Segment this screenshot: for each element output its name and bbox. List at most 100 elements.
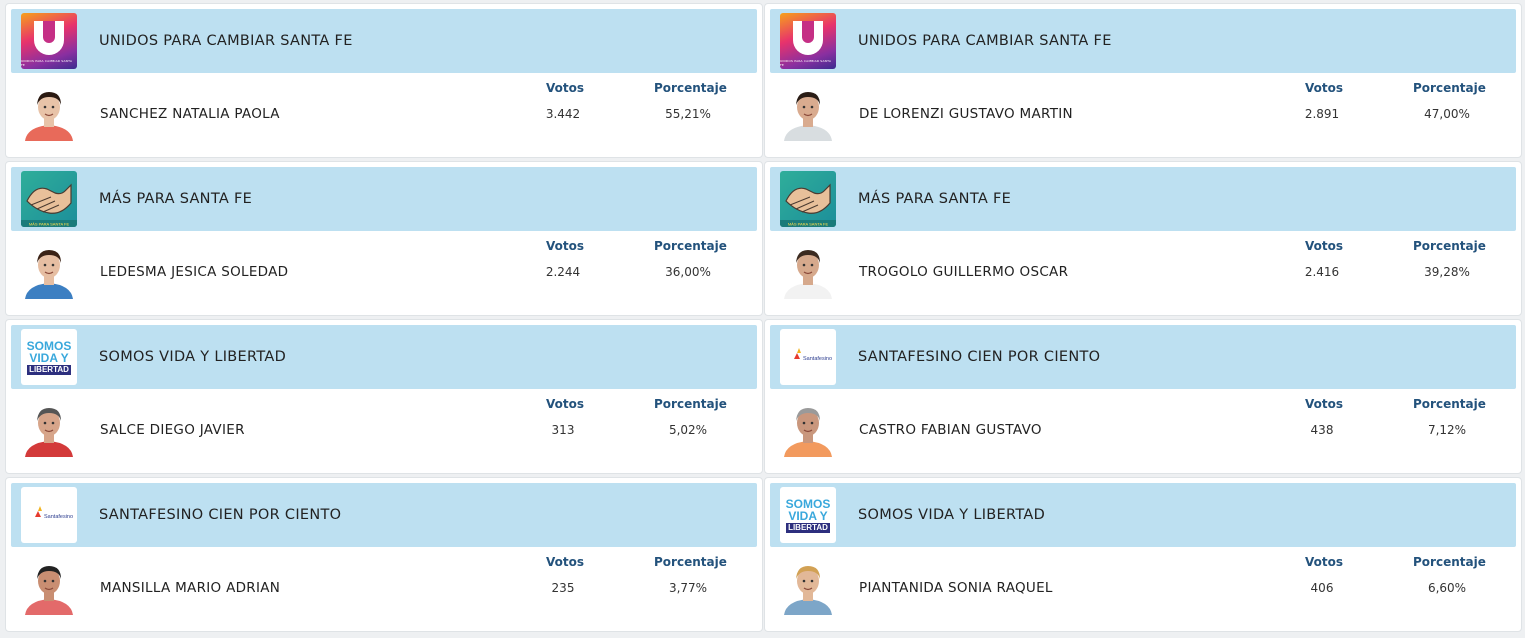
votos-label: Votos <box>1305 555 1343 569</box>
candidate-card: Santafesino SANTAFESINO CIEN POR CIENTO … <box>5 477 763 632</box>
person-photo-icon <box>21 559 77 615</box>
somos-vida-logo: SOMOS VIDA Y LIBERTAD <box>21 329 77 385</box>
u-letter-icon <box>34 21 64 55</box>
santafesino-icon: Santafesino <box>35 506 73 520</box>
candidate-card: MÁS PARA SANTA FE MÁS PARA SANTA FE LEDE… <box>5 161 763 316</box>
santafesino-logo: Santafesino <box>21 487 77 543</box>
party-name: SANTAFESINO CIEN POR CIENTO <box>99 507 342 523</box>
person-photo-icon <box>780 85 836 141</box>
svg-text:MÁS PARA SANTA FE: MÁS PARA SANTA FE <box>788 222 829 227</box>
votos-value: 2.891 <box>1304 107 1340 121</box>
candidate-card: MÁS PARA SANTA FE MÁS PARA SANTA FE TROG… <box>764 161 1522 316</box>
party-name: UNIDOS PARA CAMBIAR SANTA FE <box>858 33 1112 49</box>
party-header: MÁS PARA SANTA FE MÁS PARA SANTA FE <box>11 167 757 231</box>
porcentaje-value: 6,60% <box>1427 581 1467 595</box>
logo-line: VIDA Y <box>788 508 828 523</box>
candidate-photo <box>21 401 77 457</box>
porcentaje-label: Porcentaje <box>654 397 727 411</box>
candidate-name: TROGOLO GUILLERMO OSCAR <box>859 264 1069 280</box>
votos-value: 2.244 <box>545 265 581 279</box>
votos-label: Votos <box>546 397 584 411</box>
party-header: Santafesino SANTAFESINO CIEN POR CIENTO <box>770 325 1516 389</box>
candidate-card: UNIDOS PARA CAMBIAR SANTA FE UNIDOS PARA… <box>5 3 763 158</box>
votos-label: Votos <box>546 239 584 253</box>
logo-line: LIBERTAD <box>786 522 830 533</box>
candidate-name: SALCE DIEGO JAVIER <box>100 422 245 438</box>
svg-text:Santafesino: Santafesino <box>803 356 832 362</box>
candidate-row: LEDESMA JESICA SOLEDAD Votos Porcentaje … <box>11 231 757 311</box>
handshake-icon: MÁS PARA SANTA FE <box>780 183 836 227</box>
porcentaje-value: 47,00% <box>1424 107 1470 121</box>
person-photo-icon <box>21 85 77 141</box>
svg-text:MÁS PARA SANTA FE: MÁS PARA SANTA FE <box>29 222 70 227</box>
candidate-row: SALCE DIEGO JAVIER Votos Porcentaje 313 … <box>11 389 757 469</box>
u-letter-icon <box>793 21 823 55</box>
candidate-name: CASTRO FABIAN GUSTAVO <box>859 422 1042 438</box>
votos-value: 406 <box>1310 581 1334 595</box>
party-header: SOMOS VIDA Y LIBERTAD SOMOS VIDA Y LIBER… <box>11 325 757 389</box>
party-header: MÁS PARA SANTA FE MÁS PARA SANTA FE <box>770 167 1516 231</box>
candidate-row: TROGOLO GUILLERMO OSCAR Votos Porcentaje… <box>770 231 1516 311</box>
party-name: SANTAFESINO CIEN POR CIENTO <box>858 349 1101 365</box>
votos-value: 438 <box>1310 423 1334 437</box>
candidate-name: SANCHEZ NATALIA PAOLA <box>100 106 280 122</box>
votos-label: Votos <box>1305 397 1343 411</box>
candidate-name: PIANTANIDA SONIA RAQUEL <box>859 580 1053 596</box>
porcentaje-value: 36,00% <box>665 265 711 279</box>
porcentaje-label: Porcentaje <box>654 239 727 253</box>
party-name: SOMOS VIDA Y LIBERTAD <box>99 349 287 365</box>
results-column-right: UNIDOS PARA CAMBIAR SANTA FE UNIDOS PARA… <box>764 3 1522 635</box>
votos-value: 2.416 <box>1304 265 1340 279</box>
party-header: Santafesino SANTAFESINO CIEN POR CIENTO <box>11 483 757 547</box>
votos-label: Votos <box>1305 239 1343 253</box>
party-name: MÁS PARA SANTA FE <box>99 191 253 207</box>
person-photo-icon <box>21 243 77 299</box>
logo-line: SOMOS <box>26 338 72 353</box>
porcentaje-value: 39,28% <box>1424 265 1470 279</box>
unidos-logo: UNIDOS PARA CAMBIAR SANTA FE <box>21 13 77 69</box>
candidate-name: MANSILLA MARIO ADRIAN <box>100 580 281 596</box>
porcentaje-value: 55,21% <box>665 107 711 121</box>
candidate-card: SOMOS VIDA Y LIBERTAD SOMOS VIDA Y LIBER… <box>764 477 1522 632</box>
logo-line: SOMOS <box>785 496 831 511</box>
handshake-icon: MÁS PARA SANTA FE <box>21 183 77 227</box>
candidate-name: LEDESMA JESICA SOLEDAD <box>100 264 289 280</box>
svg-text:Santafesino: Santafesino <box>44 514 73 520</box>
candidate-row: SANCHEZ NATALIA PAOLA Votos Porcentaje 3… <box>11 73 757 153</box>
candidate-row: PIANTANIDA SONIA RAQUEL Votos Porcentaje… <box>770 547 1516 627</box>
party-header: UNIDOS PARA CAMBIAR SANTA FE UNIDOS PARA… <box>770 9 1516 73</box>
candidate-row: DE LORENZI GUSTAVO MARTIN Votos Porcenta… <box>770 73 1516 153</box>
candidate-card: Santafesino SANTAFESINO CIEN POR CIENTO … <box>764 319 1522 474</box>
porcentaje-label: Porcentaje <box>654 81 727 95</box>
party-name: SOMOS VIDA Y LIBERTAD <box>858 507 1046 523</box>
votos-value: 313 <box>551 423 575 437</box>
candidate-card: UNIDOS PARA CAMBIAR SANTA FE UNIDOS PARA… <box>764 3 1522 158</box>
votos-label: Votos <box>1305 81 1343 95</box>
results-column-left: UNIDOS PARA CAMBIAR SANTA FE UNIDOS PARA… <box>5 3 763 635</box>
candidate-photo <box>780 85 836 141</box>
handshake-logo: MÁS PARA SANTA FE <box>780 171 836 227</box>
votos-label: Votos <box>546 81 584 95</box>
person-photo-icon <box>780 243 836 299</box>
person-photo-icon <box>21 401 77 457</box>
person-photo-icon <box>780 401 836 457</box>
party-header: SOMOS VIDA Y LIBERTAD SOMOS VIDA Y LIBER… <box>770 483 1516 547</box>
candidate-card: SOMOS VIDA Y LIBERTAD SOMOS VIDA Y LIBER… <box>5 319 763 474</box>
porcentaje-label: Porcentaje <box>1413 239 1486 253</box>
candidate-photo <box>21 85 77 141</box>
porcentaje-value: 3,77% <box>668 581 708 595</box>
party-name: UNIDOS PARA CAMBIAR SANTA FE <box>99 33 353 49</box>
unidos-logo: UNIDOS PARA CAMBIAR SANTA FE <box>780 13 836 69</box>
candidate-photo <box>780 243 836 299</box>
candidate-photo <box>780 401 836 457</box>
votos-value: 3.442 <box>545 107 581 121</box>
votos-label: Votos <box>546 555 584 569</box>
handshake-logo: MÁS PARA SANTA FE <box>21 171 77 227</box>
porcentaje-label: Porcentaje <box>1413 555 1486 569</box>
party-header: UNIDOS PARA CAMBIAR SANTA FE UNIDOS PARA… <box>11 9 757 73</box>
porcentaje-label: Porcentaje <box>1413 81 1486 95</box>
logo-caption: UNIDOS PARA CAMBIAR SANTA FE <box>21 59 73 67</box>
porcentaje-value: 7,12% <box>1427 423 1467 437</box>
porcentaje-label: Porcentaje <box>1413 397 1486 411</box>
